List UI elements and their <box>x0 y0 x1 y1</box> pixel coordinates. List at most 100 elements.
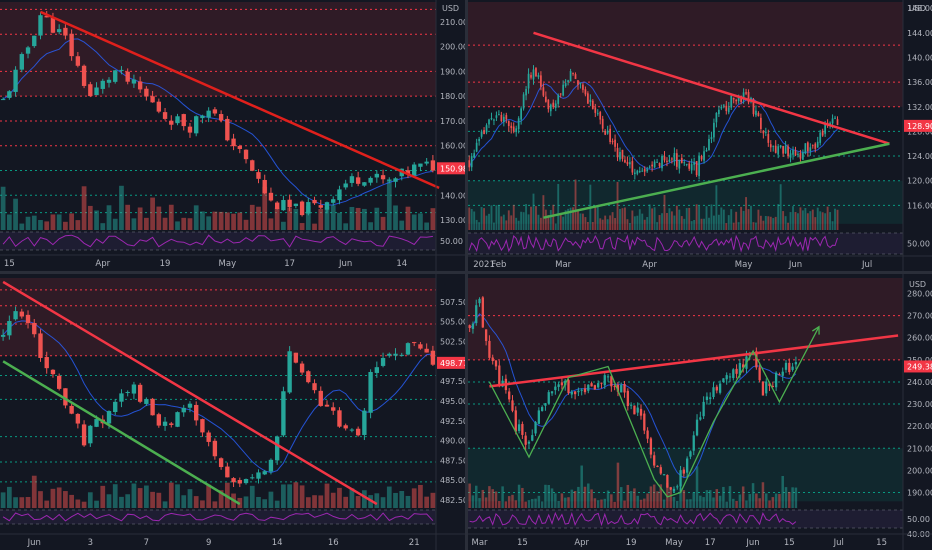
chart-panel-top-right[interactable]: 116.00 120.00 124.00 128.00 132.00 136.00 140.… <box>468 0 932 271</box>
candle <box>653 159 656 169</box>
candle <box>611 138 614 145</box>
volume-bar <box>119 185 124 230</box>
volume-bar <box>567 208 570 230</box>
volume-bar <box>31 215 37 230</box>
candle <box>591 99 594 110</box>
volume-bar <box>318 495 324 508</box>
volume-bar <box>515 217 518 230</box>
volume-bar <box>703 218 705 230</box>
candle <box>250 474 255 480</box>
volume-bar <box>722 486 725 508</box>
candle <box>470 153 473 172</box>
volume-bar <box>6 214 12 230</box>
candle <box>502 113 505 127</box>
candle <box>702 396 705 419</box>
volume-bar <box>613 501 616 508</box>
candle <box>25 45 31 59</box>
candle <box>633 168 636 180</box>
volume-bar <box>603 498 607 508</box>
candle <box>498 360 501 388</box>
y-tick-label: 210.00 <box>440 18 465 27</box>
candle <box>688 160 691 172</box>
volume-bar <box>735 211 738 230</box>
candle <box>318 199 323 210</box>
volume-bar <box>606 219 609 230</box>
candle <box>231 133 236 151</box>
volume-bar <box>794 487 798 508</box>
candle <box>475 138 478 153</box>
candle <box>324 400 330 407</box>
horizontal-divider[interactable] <box>0 271 932 274</box>
candle <box>587 384 590 394</box>
trendline-0[interactable] <box>2 280 378 506</box>
volume-bar <box>69 213 74 230</box>
candle <box>194 401 199 426</box>
volume-bar <box>717 214 720 230</box>
volume-bar <box>712 497 715 508</box>
volume-bar <box>616 181 619 230</box>
candle <box>806 141 809 157</box>
candle <box>603 371 606 389</box>
volume-bar <box>31 475 37 508</box>
volume-bar <box>212 211 218 230</box>
volume-bar <box>631 210 634 230</box>
candle <box>678 159 681 174</box>
volume-bar <box>305 497 311 508</box>
volume-bar <box>399 490 405 508</box>
trendline-1[interactable] <box>543 142 890 219</box>
volume-bar <box>418 213 423 230</box>
volume-bar <box>809 211 812 230</box>
volume-bar <box>814 217 817 230</box>
trendline-0[interactable] <box>39 10 440 190</box>
trendline-1[interactable] <box>2 360 241 506</box>
volume-bar <box>580 465 583 508</box>
volume-bar <box>324 483 330 508</box>
candle <box>791 362 794 372</box>
volume-bar <box>112 218 118 230</box>
y-tick-label: 280.00 <box>907 289 932 298</box>
volume-bar <box>570 489 574 508</box>
volume-bar <box>299 223 305 230</box>
y-tick-label: 160.00 <box>440 142 465 151</box>
volume-bar <box>577 486 580 508</box>
y-tick-label: 132.00 <box>907 103 932 112</box>
candle <box>481 296 484 328</box>
chart-panel-bottom-right[interactable]: 190.00 200.00 210.00 220.00 230.00 240.00 250.… <box>468 274 932 550</box>
trendline-0[interactable] <box>533 31 890 145</box>
volume-bar <box>530 206 532 230</box>
candle <box>485 123 488 135</box>
candle <box>700 154 703 162</box>
vertical-divider[interactable] <box>465 0 468 550</box>
volume-bar <box>737 222 740 230</box>
projection-path-0[interactable] <box>488 326 820 498</box>
trendline-0[interactable] <box>489 334 899 388</box>
candle <box>621 149 624 162</box>
volume-bar <box>471 495 475 508</box>
volume-bar <box>804 207 807 230</box>
volume-bar <box>688 207 691 230</box>
x-tick-label: Jun <box>788 260 802 270</box>
volume-bar <box>799 207 802 230</box>
candle <box>281 386 286 437</box>
volume-bar <box>604 215 607 230</box>
volume-bar <box>206 484 212 508</box>
volume-bar <box>324 206 330 230</box>
volume-bar <box>661 213 663 230</box>
y-tick-label: 144.00 <box>907 29 932 38</box>
candle <box>256 469 261 484</box>
candle <box>380 169 386 184</box>
candle <box>683 159 686 166</box>
volume-bar <box>75 499 81 508</box>
volume-bar <box>623 500 626 508</box>
chart-panel-bottom-left[interactable]: 482.50 485.00 487.50 490.00 492.50 495.00 497.… <box>0 274 465 550</box>
volume-bar <box>708 490 712 508</box>
volume-bar <box>651 208 654 230</box>
volume-bar <box>411 214 417 230</box>
volume-bar <box>330 205 336 230</box>
volume-bar <box>484 497 488 508</box>
y-tick-label: 124.00 <box>907 152 932 161</box>
chart-panel-top-left[interactable]: 130.00140.00150.00160.00170.00180.00190.… <box>0 0 465 271</box>
rsi-line <box>468 234 838 253</box>
volume-bar <box>742 210 745 230</box>
volume-bar <box>626 484 630 508</box>
